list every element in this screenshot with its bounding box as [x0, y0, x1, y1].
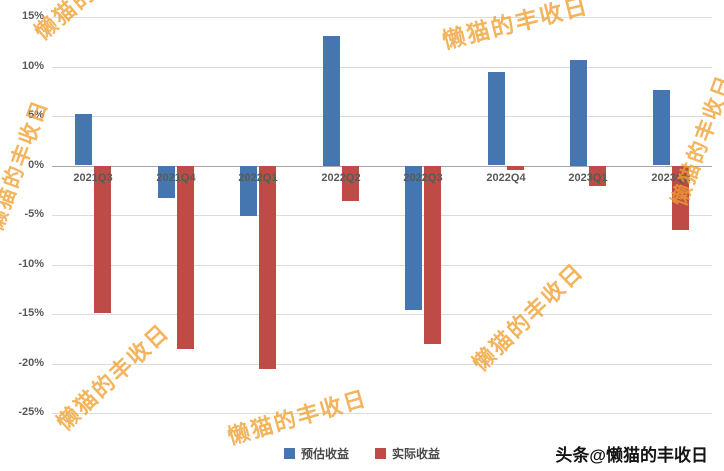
bar-actual — [94, 166, 111, 313]
y-axis-label: -5% — [24, 208, 44, 220]
grid-line — [52, 413, 712, 414]
zero-axis-line — [52, 166, 712, 167]
bar-estimated — [653, 90, 670, 165]
bar-actual — [342, 166, 359, 201]
bar-estimated — [75, 114, 92, 165]
bar-estimated — [158, 166, 175, 198]
bar-actual — [177, 166, 194, 349]
x-axis-label: 2022Q3 — [403, 172, 443, 184]
grid-line — [52, 265, 712, 266]
x-axis-label: 2022Q1 — [238, 172, 278, 184]
grid-line — [52, 364, 712, 365]
y-axis-label: -25% — [18, 406, 44, 418]
x-axis-label: 2023Q2 — [651, 172, 691, 184]
grid-line — [52, 215, 712, 216]
legend-item-actual: 实际收益 — [375, 445, 440, 462]
bar-actual — [589, 166, 606, 186]
y-axis-label: -10% — [18, 258, 44, 270]
x-axis-label: 2023Q1 — [568, 172, 608, 184]
grid-line — [52, 314, 712, 315]
bar-estimated — [240, 166, 257, 216]
y-axis-label: 5% — [28, 109, 44, 121]
bar-estimated — [405, 166, 422, 310]
y-axis-label: 0% — [28, 159, 44, 171]
y-axis-label: 15% — [21, 10, 44, 22]
legend-label-actual: 实际收益 — [392, 447, 441, 461]
x-axis-label: 2022Q4 — [486, 172, 526, 184]
legend-swatch-estimated — [283, 448, 295, 459]
x-axis-label: 2021Q4 — [156, 172, 196, 184]
attribution: 头条@懒猫的丰收日 — [555, 446, 708, 465]
grid-line — [52, 116, 712, 117]
bar-actual — [507, 166, 524, 170]
legend: 预估收益 实际收益 — [0, 445, 724, 462]
legend-swatch-actual — [375, 448, 386, 459]
bar-estimated — [323, 36, 340, 166]
bar-estimated — [488, 72, 505, 165]
grid-line — [52, 67, 712, 68]
y-axis-label: -20% — [18, 357, 44, 369]
x-axis-label: 2022Q2 — [321, 172, 361, 184]
y-axis-label: -15% — [18, 307, 44, 319]
bar-actual — [672, 166, 689, 230]
bar-estimated — [570, 60, 587, 166]
legend-label-estimated: 预估收益 — [300, 447, 349, 461]
x-axis-label: 2021Q3 — [73, 172, 113, 184]
legend-item-estimated: 预估收益 — [283, 445, 349, 462]
y-axis-label: 10% — [21, 60, 44, 72]
grid-line — [52, 17, 712, 18]
bar-actual — [259, 166, 276, 369]
bar-actual — [424, 166, 441, 344]
